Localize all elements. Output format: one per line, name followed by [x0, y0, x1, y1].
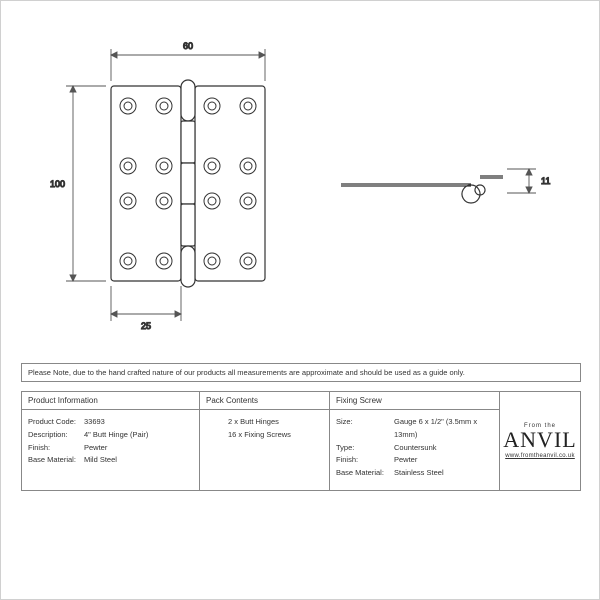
dim-thickness-label: 11: [541, 176, 550, 186]
dim-width-label: 60: [183, 41, 193, 51]
value: Stainless Steel: [394, 467, 493, 480]
table-row: 16 x Fixing Screws: [206, 429, 323, 442]
value: 2 x Butt Hinges: [228, 416, 323, 429]
logo-url: www.fromtheanvil.co.uk: [503, 453, 576, 459]
value: Pewter: [84, 442, 193, 455]
label: Base Material:: [28, 454, 84, 467]
table-row: Type:Countersunk: [336, 442, 493, 455]
logo-column: From the ANVIL www.fromtheanvil.co.uk: [500, 392, 580, 490]
value: 16 x Fixing Screws: [228, 429, 323, 442]
dim-leaf-label: 25: [141, 321, 151, 331]
value: Countersunk: [394, 442, 493, 455]
logo-wordmark: ANVIL: [503, 429, 576, 451]
info-tables: Product Information Product Code:33693 D…: [21, 391, 581, 491]
table-row: Product Code:33693: [28, 416, 193, 429]
label: Base Material:: [336, 467, 394, 480]
label: Size:: [336, 416, 394, 442]
value: 33693: [84, 416, 193, 429]
table-row: 2 x Butt Hinges: [206, 416, 323, 429]
drawing-svg: 60 100 25: [21, 21, 581, 351]
brand-logo: From the ANVIL www.fromtheanvil.co.uk: [503, 423, 576, 459]
measurement-note: Please Note, due to the hand crafted nat…: [21, 363, 581, 382]
table-row: Description:4" Butt Hinge (Pair): [28, 429, 193, 442]
fixing-screw-heading: Fixing Screw: [330, 392, 499, 409]
table-row: Base Material:Mild Steel: [28, 454, 193, 467]
value: Pewter: [394, 454, 493, 467]
label: [206, 416, 228, 429]
dim-height-label: 100: [50, 179, 65, 189]
pack-contents-heading: Pack Contents: [200, 392, 329, 409]
table-row: Base Material:Stainless Steel: [336, 467, 493, 480]
pack-contents-column: Pack Contents 2 x Butt Hinges 16 x Fixin…: [200, 392, 330, 490]
page: 60 100 25: [0, 0, 600, 600]
label: Type:: [336, 442, 394, 455]
product-information-column: Product Information Product Code:33693 D…: [22, 392, 200, 490]
label: Product Code:: [28, 416, 84, 429]
label: Finish:: [336, 454, 394, 467]
table-row: Finish:Pewter: [336, 454, 493, 467]
value: Mild Steel: [84, 454, 193, 467]
product-information-heading: Product Information: [22, 392, 199, 409]
table-row: Finish:Pewter: [28, 442, 193, 455]
fixing-screw-column: Fixing Screw Size:Gauge 6 x 1/2" (3.5mm …: [330, 392, 500, 490]
technical-drawing: 60 100 25: [21, 21, 581, 351]
label: [206, 429, 228, 442]
value: Gauge 6 x 1/2" (3.5mm x 13mm): [394, 416, 493, 442]
table-row: Size:Gauge 6 x 1/2" (3.5mm x 13mm): [336, 416, 493, 442]
value: 4" Butt Hinge (Pair): [84, 429, 193, 442]
label: Finish:: [28, 442, 84, 455]
label: Description:: [28, 429, 84, 442]
